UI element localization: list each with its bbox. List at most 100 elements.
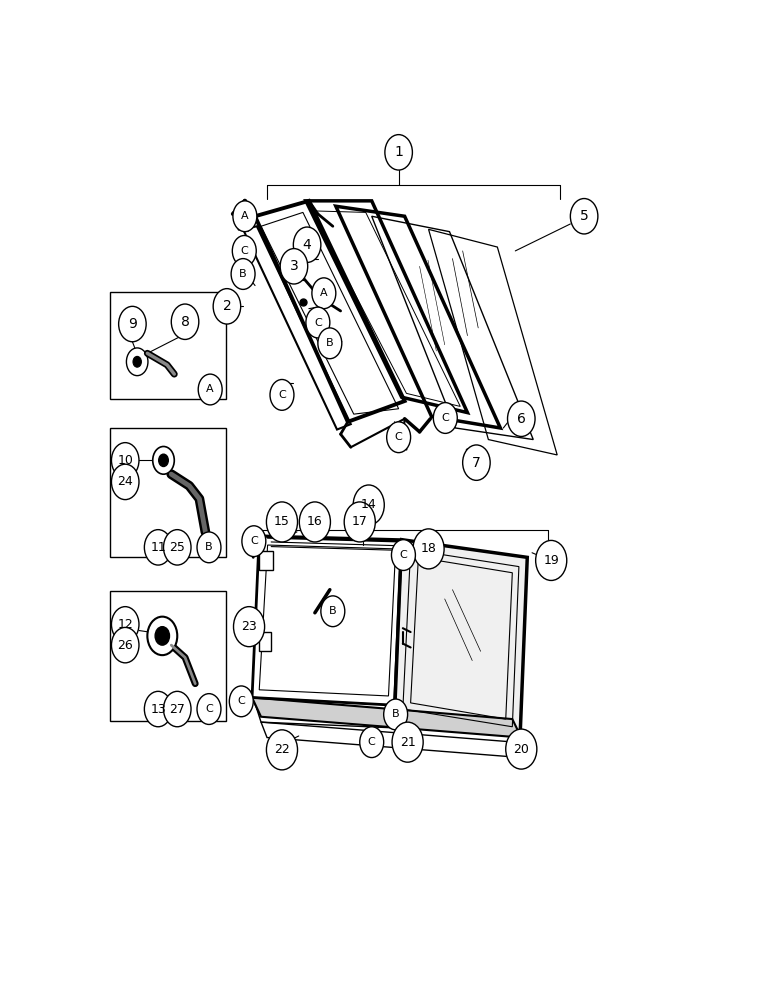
Text: A: A [206,384,214,394]
Circle shape [171,304,199,339]
Text: 22: 22 [274,743,290,756]
Circle shape [111,607,139,642]
Text: 19: 19 [543,554,559,567]
Bar [110,428,226,557]
Polygon shape [259,551,273,570]
Circle shape [536,540,567,580]
Circle shape [231,259,255,289]
Text: 3: 3 [290,259,298,273]
Text: 16: 16 [307,515,323,528]
Circle shape [385,135,412,170]
Circle shape [413,529,444,569]
Text: 8: 8 [181,315,189,329]
Bar [110,591,226,721]
Circle shape [197,694,221,724]
Polygon shape [394,540,527,736]
Text: A: A [320,288,327,298]
Text: 26: 26 [117,639,133,652]
Text: 5: 5 [580,209,588,223]
Text: C: C [367,737,376,747]
Text: C: C [250,536,258,546]
Polygon shape [259,632,271,651]
Polygon shape [252,698,521,738]
Circle shape [232,235,256,266]
Text: 21: 21 [400,736,415,749]
Text: 12: 12 [117,618,133,631]
Text: 15: 15 [274,515,290,528]
Circle shape [233,201,257,232]
Circle shape [266,730,297,770]
Circle shape [111,464,139,500]
Text: 10: 10 [117,454,133,467]
Text: C: C [240,246,248,256]
Circle shape [119,306,146,342]
Circle shape [507,401,535,436]
Text: B: B [239,269,247,279]
Text: 2: 2 [222,299,232,313]
Text: B: B [205,542,213,552]
Text: 14: 14 [361,498,377,512]
Circle shape [321,596,345,627]
Text: C: C [205,704,213,714]
Circle shape [159,454,168,466]
Circle shape [344,502,375,542]
Circle shape [197,532,221,563]
Circle shape [155,627,170,645]
Text: 1: 1 [394,145,403,159]
Circle shape [266,502,297,542]
Circle shape [280,249,308,284]
Circle shape [306,307,330,338]
Circle shape [242,526,266,557]
Text: 17: 17 [352,515,367,528]
Circle shape [164,530,191,565]
Circle shape [571,199,598,234]
Circle shape [293,227,321,262]
Circle shape [506,729,537,769]
Text: 6: 6 [517,412,526,426]
Text: C: C [442,413,449,423]
Text: 27: 27 [169,703,185,716]
Circle shape [144,530,172,565]
Text: B: B [329,606,337,616]
Text: 18: 18 [421,542,436,555]
Circle shape [270,379,294,410]
Text: C: C [400,550,408,560]
Circle shape [213,289,241,324]
Circle shape [229,686,253,717]
Circle shape [164,691,191,727]
Circle shape [387,422,411,453]
Text: 24: 24 [117,475,133,488]
Text: 4: 4 [303,238,311,252]
Circle shape [360,727,384,758]
Circle shape [153,446,174,474]
Circle shape [147,617,178,655]
Text: 20: 20 [513,743,530,756]
Bar [110,292,226,399]
Circle shape [433,403,457,433]
Text: 25: 25 [169,541,185,554]
Circle shape [300,502,330,542]
Text: A: A [241,211,249,221]
Circle shape [198,374,222,405]
Circle shape [127,348,148,376]
Text: B: B [392,709,399,719]
Text: C: C [238,696,245,706]
Text: 7: 7 [472,456,481,470]
Circle shape [111,627,139,663]
Text: C: C [314,318,322,328]
Circle shape [318,328,342,359]
Text: C: C [394,432,402,442]
Circle shape [312,278,336,309]
Circle shape [384,699,408,730]
Circle shape [233,607,265,647]
Text: 9: 9 [128,317,137,331]
Circle shape [353,485,384,525]
Circle shape [392,722,423,762]
Circle shape [144,691,172,727]
Circle shape [462,445,490,480]
Circle shape [133,356,141,367]
Text: 23: 23 [241,620,257,633]
Circle shape [111,443,139,478]
Text: 13: 13 [151,703,166,716]
Text: B: B [326,338,334,348]
